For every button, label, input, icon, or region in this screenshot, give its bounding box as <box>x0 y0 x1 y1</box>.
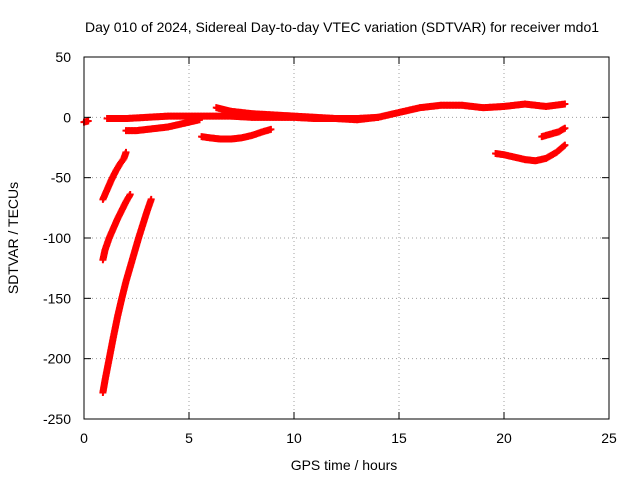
x-tick-label: 5 <box>185 430 193 446</box>
data-point <box>196 116 203 124</box>
y-tick-label: -250 <box>43 411 71 427</box>
data-point <box>561 124 569 132</box>
plot-frame <box>83 56 610 420</box>
axis-ticks <box>83 56 610 420</box>
series-arc-4 <box>99 195 155 396</box>
y-tick-label: 0 <box>63 109 71 125</box>
series-arc-3 <box>99 191 134 264</box>
x-axis-label: GPS time / hours <box>291 457 398 473</box>
data-point <box>267 125 275 133</box>
y-tick-label: -200 <box>43 351 71 367</box>
grid-lines <box>84 57 609 419</box>
x-tick-label: 15 <box>391 430 407 446</box>
series-arc-6 <box>122 116 203 135</box>
data-point <box>122 148 130 156</box>
x-tick-labels: 0 5 10 15 20 25 <box>80 430 617 446</box>
y-tick-label: -100 <box>43 230 71 246</box>
data-point <box>561 100 569 108</box>
series-arc-8 <box>212 100 569 124</box>
x-tick-label: 0 <box>80 430 88 446</box>
data-point <box>126 191 134 199</box>
y-tick-label: -50 <box>51 170 71 186</box>
series-arc-7 <box>198 125 275 143</box>
y-tick-label: 50 <box>55 49 71 65</box>
data-point <box>84 117 92 125</box>
series-arc-10 <box>538 124 569 141</box>
x-tick-label: 20 <box>496 430 512 446</box>
data-point <box>147 195 155 203</box>
y-axis-label: SDTVAR / TECUs <box>5 182 21 294</box>
data-points <box>80 100 569 396</box>
x-tick-label: 10 <box>286 430 302 446</box>
x-tick-label: 25 <box>601 430 617 446</box>
series-arc-9 <box>492 141 569 165</box>
y-tick-labels: -250 -200 -150 -100 -50 0 50 <box>43 49 71 427</box>
series-arc-2 <box>99 148 130 203</box>
y-tick-label: -150 <box>43 290 71 306</box>
data-point <box>561 141 569 149</box>
series-arc-1 <box>80 117 92 126</box>
chart-title: Day 010 of 2024, Sidereal Day-to-day VTE… <box>85 19 599 35</box>
